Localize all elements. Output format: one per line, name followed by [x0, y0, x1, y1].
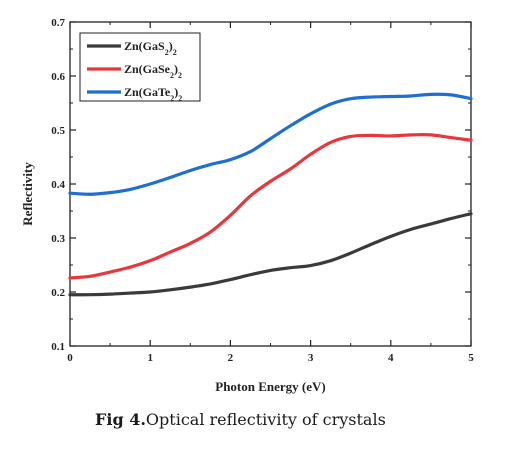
legend-box [79, 32, 201, 102]
legend-subscript: 2 [165, 48, 169, 57]
legend-text: Zn(GaS [124, 39, 165, 53]
legend-text: ) [169, 39, 173, 53]
x-tick-label: 5 [468, 352, 474, 364]
y-tick-label: 0.1 [51, 341, 65, 353]
x-tick-label: 3 [308, 352, 314, 364]
legend-subscript: 2 [178, 94, 182, 103]
legend-label-3: Zn(GaTe2)2 [124, 85, 182, 103]
reflectivity-chart: 0 1 2 3 4 5 0.1 0.2 0.3 0.4 0.5 0.6 0.7 Photon Energy… [20, 17, 474, 394]
series-line-2 [68, 133, 473, 280]
legend-text: ) [174, 62, 178, 76]
legend-text: Zn(GaTe [124, 85, 171, 99]
legend-label-2: Zn(GaSe2)2 [124, 62, 182, 80]
legend-label-1: Zn(GaS2)2 [124, 39, 177, 57]
y-tick-label: 0.5 [51, 125, 65, 137]
series-line-1 [68, 212, 473, 297]
x-tick-label: 0 [67, 352, 73, 364]
legend-text: Zn(GaSe [124, 62, 171, 76]
legend-subscript: 2 [178, 71, 182, 80]
y-tick-label: 0.4 [51, 179, 65, 191]
y-tick-label: 0.7 [51, 17, 65, 29]
y-tick-label: 0.6 [51, 71, 65, 83]
y-tick-label: 0.3 [51, 233, 65, 245]
x-tick-label: 1 [147, 352, 153, 364]
x-tick-label: 4 [388, 352, 394, 364]
y-axis-label: Reflectivity [20, 162, 35, 226]
legend: Zn(GaS2)2Zn(GaSe2)2Zn(GaTe2)2 [79, 32, 201, 103]
y-tick-label: 0.2 [51, 287, 65, 299]
legend-subscript: 2 [170, 71, 174, 80]
x-tick-label: 2 [228, 352, 234, 364]
axes: 0 1 2 3 4 5 0.1 0.2 0.3 0.4 0.5 0.6 0.7 Photon Energy… [20, 17, 474, 394]
x-axis-label: Photon Energy (eV) [215, 379, 326, 394]
legend-text: ) [174, 85, 178, 99]
series-line-3 [68, 92, 473, 196]
legend-subscript: 2 [170, 94, 174, 103]
caption-label: Fig 4. [95, 410, 146, 429]
legend-subscript: 2 [173, 48, 177, 57]
caption-text: Optical reflectivity of crystals [145, 410, 386, 429]
series-lines [68, 92, 473, 297]
figure-caption: Fig 4.Optical reflectivity of crystals [95, 410, 386, 429]
